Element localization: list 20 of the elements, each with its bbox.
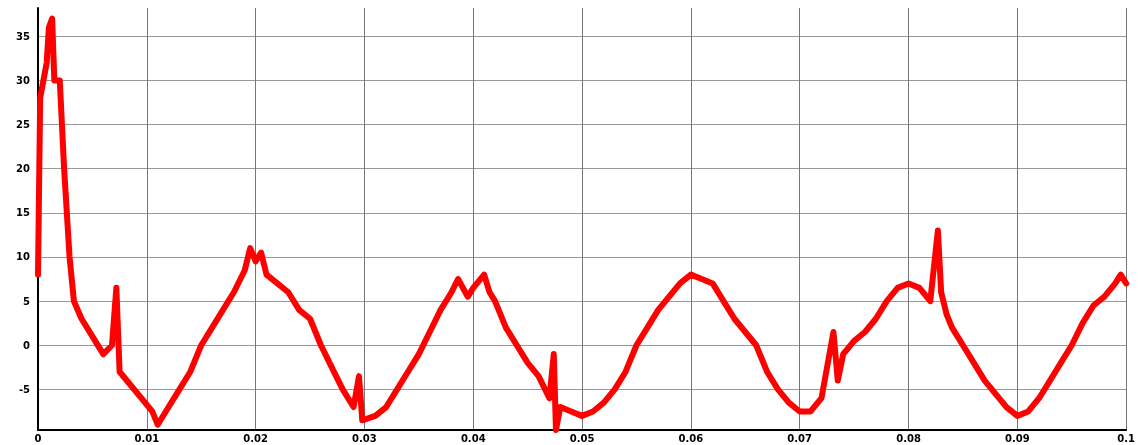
y-tick-label: 20 [16,163,31,175]
x-tick-label: 0.08 [896,432,921,444]
x-tick-label: 0.02 [243,432,268,444]
y-tick-label: 15 [16,207,31,219]
x-tick-label: 0.03 [352,432,377,444]
x-tick-label: 0 [34,432,42,444]
x-tick-label: 0.01 [134,432,160,444]
y-tick-label: 5 [23,295,31,307]
y-tick-label: 35 [16,30,31,42]
x-tick-label: 0.04 [460,432,486,444]
x-tick-label: 0.09 [1004,432,1030,444]
y-tick-label: 10 [16,251,31,263]
y-tick-label: -5 [18,383,31,395]
y-tick-label: 0 [23,339,31,351]
x-tick-label: 0.1 [1117,432,1136,444]
x-tick-label: 0.06 [678,432,704,444]
x-tick-label: 0.05 [569,432,595,444]
y-tick-label: 30 [16,74,31,86]
y-tick-label: 25 [16,119,31,131]
x-tick-label: 0.07 [787,432,813,444]
